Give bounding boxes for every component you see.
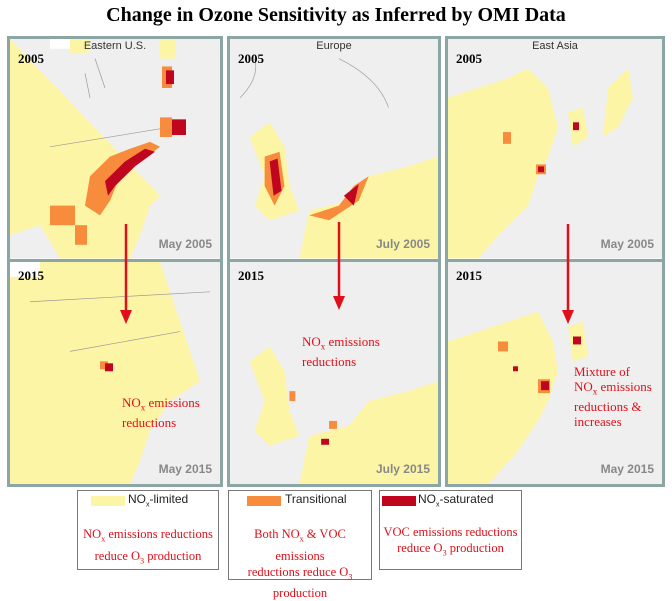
note-sub: x <box>592 386 598 397</box>
swatch-nox-limited <box>91 496 125 506</box>
date-label: May 2005 <box>600 236 654 251</box>
note-sub: x <box>320 341 326 352</box>
map-eastern-us-2015: 2015 NOx emissions reductions May 2015 <box>10 261 220 484</box>
annotation-europe: NOx emissions reductions <box>302 334 380 370</box>
column-europe: Europe 2005 July 2005 2015 NOx emissions… <box>227 36 441 487</box>
date-label: May 2015 <box>600 462 654 476</box>
note-sub: x <box>140 402 146 413</box>
note-text: Mixture of <box>574 363 630 379</box>
map-east-asia-2005: East Asia 2005 May 2005 <box>448 39 662 262</box>
date-label: July 2005 <box>375 236 430 251</box>
year-label: 2015 <box>456 267 482 283</box>
legend-description: NOx emissions reductions reduce O3 produ… <box>83 527 213 565</box>
note-text: reductions <box>122 415 177 431</box>
year-label: 2005 <box>456 51 482 66</box>
legend-label: NOx-saturated <box>418 492 494 509</box>
year-label: 2015 <box>18 267 44 283</box>
legend-description: Both NOx & VOC emissions reductions redu… <box>247 527 353 600</box>
date-label: May 2015 <box>158 462 212 476</box>
note-text: NO <box>574 378 593 394</box>
note-text: emissions <box>597 378 652 394</box>
legend-transitional: Transitional Both NOx & VOC emissions re… <box>228 490 372 600</box>
map-eastern-us-2005: Eastern U.S. 2005 May 2005 <box>10 39 220 262</box>
note-text: reductions & <box>574 399 642 415</box>
year-label: 2005 <box>238 51 264 66</box>
legend-label: NOx-limited <box>128 492 189 509</box>
arrow-down-icon <box>562 224 574 324</box>
note-text: emissions <box>325 333 380 349</box>
legend-description: VOC emissions reductions reduce O3 produ… <box>383 525 518 558</box>
column-eastern-us: Eastern U.S. 2005 May 2005 2015 <box>7 36 223 487</box>
annotation-us: NOx emissions reductions <box>122 395 200 431</box>
note-text: NO <box>302 333 321 349</box>
legend-nox-limited: NOx-limited NOx emissions reductions red… <box>77 490 219 570</box>
legend-label: Transitional <box>285 492 347 506</box>
note-text: reductions <box>302 354 357 370</box>
column-east-asia: East Asia 2005 May 2005 2015 Mixture of <box>445 36 665 487</box>
arrow-down-icon <box>333 222 345 310</box>
annotation-east-asia: Mixture of NOx emissions reductions & in… <box>574 364 652 430</box>
year-label: 2005 <box>18 51 44 66</box>
note-text: emissions <box>145 394 200 410</box>
figure-title: Change in Ozone Sensitivity as Inferred … <box>106 4 566 26</box>
map-europe-2015: 2015 NOx emissions reductions July 2015 <box>230 261 438 484</box>
region-label: East Asia <box>532 40 578 52</box>
date-label: May 2005 <box>158 236 212 251</box>
swatch-nox-saturated <box>382 496 416 506</box>
map-east-asia-2015: 2015 Mixture of NOx emissions reductions… <box>448 261 662 484</box>
swatch-transitional <box>247 496 281 506</box>
legend-nox-saturated: NOx-saturated VOC emissions reductions r… <box>379 490 522 570</box>
note-text: NO <box>122 394 141 410</box>
date-label: July 2015 <box>375 462 430 476</box>
note-text: increases <box>574 414 622 430</box>
arrow-down-icon <box>120 224 132 324</box>
region-label: Europe <box>316 40 352 52</box>
year-label: 2015 <box>238 267 264 283</box>
region-label: Eastern U.S. <box>83 40 147 52</box>
map-europe-2005: Europe 2005 July 2005 <box>230 39 438 262</box>
